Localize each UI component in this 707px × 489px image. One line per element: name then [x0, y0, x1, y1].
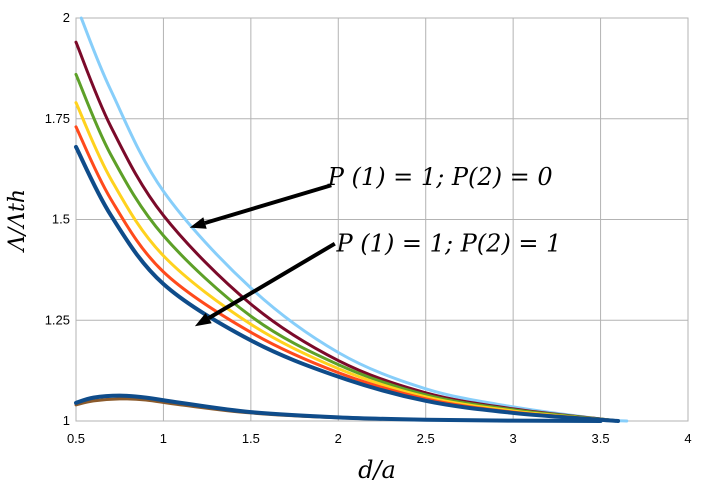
annotation-label-0: P (1) = 1; P(2) = 0 [327, 163, 553, 191]
annotation-arrow-head-0 [189, 217, 207, 229]
series-line-3 [74, 101, 620, 423]
x-tick-label-3: 2 [335, 431, 342, 446]
x-tick-label-0: 0.5 [67, 431, 85, 446]
y-tick-label-4: 2 [63, 10, 70, 25]
x-tick-label-4: 2.5 [417, 431, 435, 446]
series-line-7 [74, 393, 603, 423]
series-line-5 [74, 144, 621, 423]
x-tick-label-7: 4 [684, 431, 691, 446]
y-tick-label-3: 1.75 [45, 111, 70, 126]
y-axis-title: Λ/Λth [5, 189, 30, 253]
annotation-arrow-shaft-1 [207, 241, 336, 320]
x-tick-label-1: 1 [160, 431, 167, 446]
annotation-label-1: P (1) = 1; P(2) = 1 [336, 230, 562, 258]
x-tick-label-6: 3.5 [592, 431, 610, 446]
y-tick-label-1: 1.25 [45, 312, 70, 327]
annotation-arrow-head-1 [194, 313, 212, 327]
y-tick-label-0: 1 [63, 413, 70, 428]
y-tick-label-2: 1.5 [52, 212, 70, 227]
x-axis-title: d/a [358, 456, 396, 484]
annotation-arrow-shaft-0 [204, 183, 332, 225]
x-tick-label-5: 3 [510, 431, 517, 446]
x-tick-label-2: 1.5 [242, 431, 260, 446]
